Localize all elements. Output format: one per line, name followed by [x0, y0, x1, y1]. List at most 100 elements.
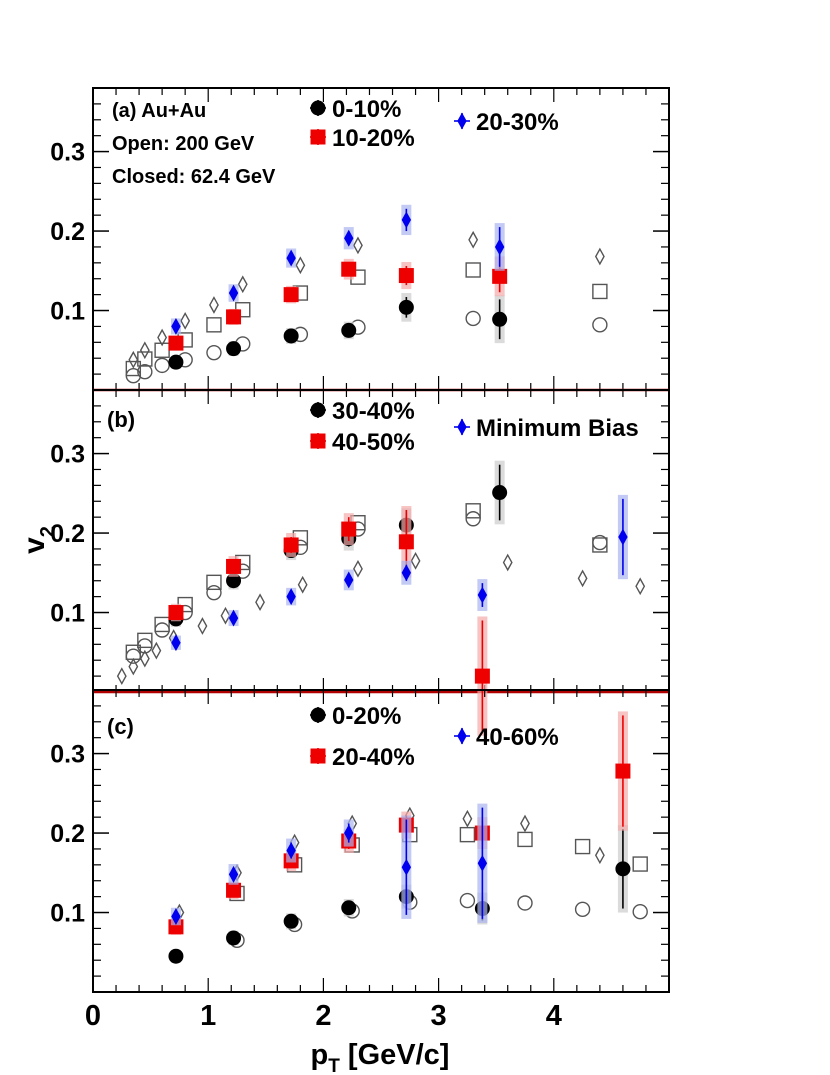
black-circle-point — [615, 861, 631, 877]
open-circle-point — [465, 310, 481, 327]
red-square-point — [492, 268, 508, 284]
panel-label: (c) — [107, 714, 134, 739]
x-tick-label: 3 — [431, 1000, 447, 1032]
x-tick-label: 4 — [546, 1000, 562, 1032]
open-diamond-point — [635, 577, 646, 596]
open-square-point — [592, 537, 608, 553]
blue-diamond-point — [494, 238, 505, 256]
blue-diamond-point — [401, 858, 412, 876]
blue-diamond-point — [344, 571, 354, 589]
open-circle-point — [206, 344, 222, 361]
panel-label: Closed: 62.4 GeV — [112, 166, 276, 188]
red-square-point — [398, 534, 414, 550]
black-circle-point — [492, 311, 508, 327]
legend-label: 20-40% — [332, 744, 415, 771]
black-circle-point — [283, 328, 299, 344]
open-circle-point — [125, 648, 142, 664]
black-circle-point — [341, 322, 357, 338]
red-square-point — [283, 287, 299, 303]
open-square-point — [465, 503, 481, 519]
open-square-point — [206, 574, 222, 591]
y-tick-label: 0.1 — [50, 900, 85, 928]
open-diamond-point — [237, 275, 248, 294]
x-axis-title: pT [GeV/c] — [311, 1039, 450, 1075]
panel-label: (b) — [107, 407, 135, 432]
legend-label: Minimum Bias — [476, 415, 639, 442]
black-circle-point — [398, 299, 414, 315]
legend-marker-black — [310, 100, 326, 116]
legend-label: 10-20% — [332, 125, 415, 152]
legend-marker-red — [310, 433, 326, 449]
open-circle-point — [154, 357, 170, 374]
open-square-point — [465, 262, 481, 278]
open-circle-point — [574, 901, 591, 918]
open-circle-point — [154, 622, 170, 638]
legend-marker-blue — [457, 727, 467, 745]
y-tick-label: 0.3 — [50, 139, 85, 167]
red-square-point — [226, 309, 242, 325]
legend-marker-blue — [457, 112, 467, 130]
y-tick-label: 0.2 — [50, 820, 85, 848]
black-circle-point — [492, 485, 508, 501]
black-circle-point — [226, 930, 242, 946]
blue-diamond-point — [171, 317, 181, 335]
open-diamond-point — [139, 649, 150, 668]
black-circle-point — [341, 900, 357, 916]
y-tick-label: 0.3 — [50, 741, 85, 769]
blue-diamond-point — [286, 588, 296, 606]
x-tick-label: 1 — [200, 1000, 216, 1032]
open-diamond-point — [520, 814, 530, 833]
x-tick-label: 0 — [85, 1000, 101, 1032]
y-tick-label: 0.2 — [50, 218, 85, 246]
blue-diamond-point — [228, 609, 239, 627]
legend-marker-black — [310, 402, 326, 418]
legend-label: 30-40% — [332, 398, 415, 425]
open-diamond-point — [353, 236, 363, 255]
red-square-point — [283, 537, 299, 553]
open-square-point — [206, 317, 222, 333]
red-square-point — [341, 261, 357, 277]
blue-diamond-point — [286, 249, 296, 267]
open-diamond-point — [594, 846, 605, 865]
open-diamond-point — [577, 569, 588, 588]
blue-diamond-point — [344, 229, 354, 247]
legend-marker-blue — [457, 418, 467, 436]
blue-diamond-point — [401, 211, 412, 229]
panel-label: (a) Au+Au — [112, 100, 206, 122]
legend-marker-black — [310, 707, 326, 723]
open-circle-point — [137, 364, 153, 380]
open-square-point — [574, 838, 591, 855]
open-diamond-point — [197, 617, 208, 635]
open-square-point — [517, 831, 533, 848]
y-tick-label: 0.1 — [50, 298, 85, 326]
open-square-point — [125, 360, 142, 377]
y-tick-label: 0.2 — [50, 520, 85, 548]
open-square-point — [632, 856, 648, 872]
open-diamond-point — [116, 667, 127, 685]
blue-diamond-point — [228, 865, 239, 883]
open-square-point — [459, 826, 476, 843]
red-square-point — [615, 763, 631, 779]
open-diamond-point — [295, 256, 306, 275]
open-diamond-point — [128, 657, 139, 676]
open-circle-point — [459, 892, 476, 909]
open-square-point — [137, 351, 153, 367]
panel-c: 0.1 0.2 0.3 0-20% 20-40% 40-60% (c) — [50, 689, 670, 993]
red-square-point — [168, 335, 184, 351]
blue-diamond-point — [618, 528, 628, 546]
red-square-point — [398, 268, 414, 284]
open-diamond-point — [462, 809, 473, 828]
black-circle-point — [168, 948, 184, 964]
open-circle-point — [465, 511, 481, 527]
x-tick-label: 2 — [315, 1000, 331, 1032]
legend-label: 40-50% — [332, 429, 415, 456]
blue-diamond-point — [401, 564, 412, 582]
legend-marker-red — [310, 129, 326, 145]
panel-frame — [92, 689, 670, 993]
black-circle-point — [168, 354, 184, 370]
blue-diamond-point — [477, 586, 488, 604]
legend-label: 0-20% — [332, 703, 401, 730]
blue-diamond-point — [228, 284, 239, 302]
y-tick-label: 0.1 — [50, 600, 85, 628]
open-diamond-point — [220, 606, 231, 625]
